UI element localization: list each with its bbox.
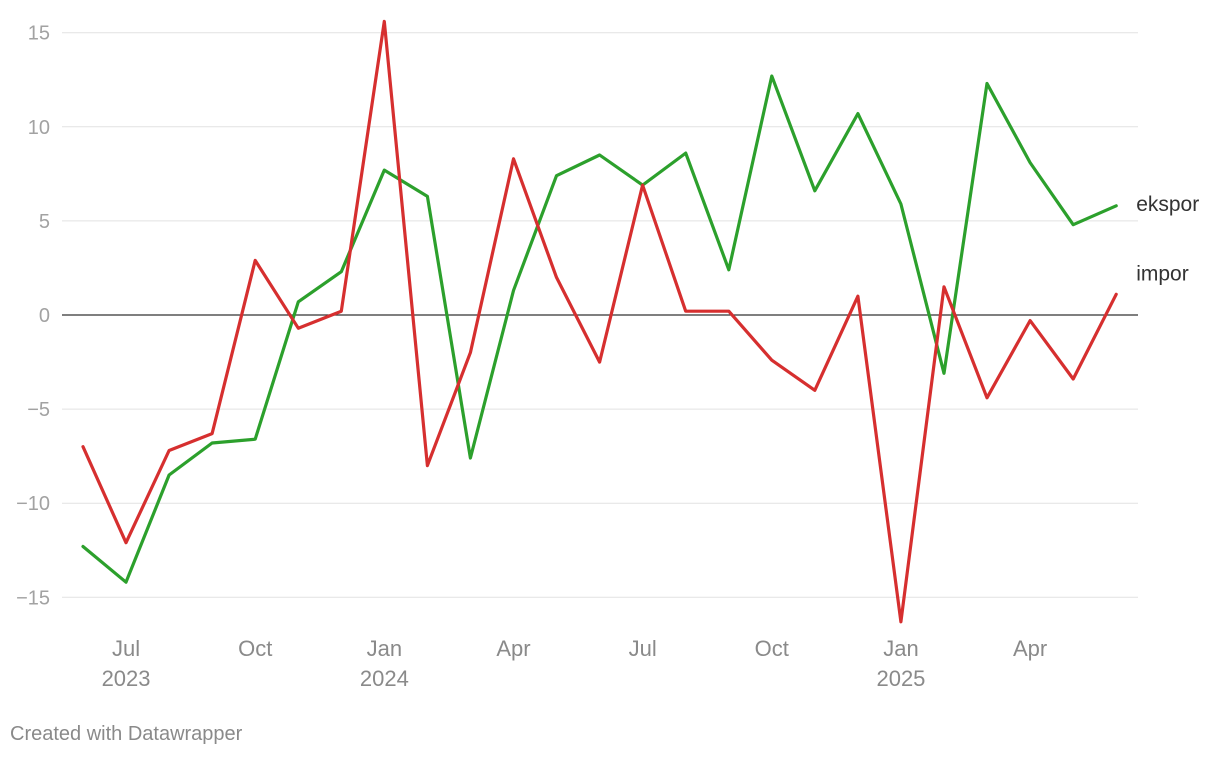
y-tick-label: 15 (28, 23, 50, 45)
y-tick-label: −5 (27, 399, 50, 421)
y-tick-label: 5 (39, 211, 50, 233)
line-chart: 15 10 5 0 −5 −10 −15 Jul 2023 Oct Jan 2024 Apr Jul Oc… (16, 19, 1199, 691)
x-tick-label: Jul (629, 636, 657, 661)
x-tick-label: Oct (238, 636, 272, 661)
x-tick-label: Jan (883, 636, 918, 661)
y-tick-label: −15 (16, 587, 50, 609)
y-tick-label: 0 (39, 305, 50, 327)
footer-credit: Created with Datawrapper (10, 723, 243, 745)
x-tick-year-label: 2024 (360, 666, 409, 691)
x-tick-label: Oct (755, 636, 789, 661)
x-tick-label: Apr (1013, 636, 1047, 661)
y-tick-label: 10 (28, 117, 50, 139)
x-tick-label: Jan (367, 636, 402, 661)
series-line-ekspor (81, 74, 1118, 584)
x-axis: Jul 2023 Oct Jan 2024 Apr Jul Oct Jan 2025 Apr (102, 636, 1048, 691)
gridlines (62, 32, 1138, 598)
x-tick-year-label: 2025 (876, 666, 925, 691)
series-line-impor (81, 19, 1118, 624)
series-label-ekspor: ekspor (1136, 193, 1199, 216)
x-tick-year-label: 2023 (102, 666, 151, 691)
series-lines (81, 19, 1118, 624)
series-label-impor: impor (1136, 262, 1189, 285)
series-labels: ekspor impor (1136, 193, 1199, 285)
x-tick-label: Jul (112, 636, 140, 661)
x-tick-label: Apr (496, 636, 530, 661)
y-tick-label: −10 (16, 493, 50, 515)
y-axis: 15 10 5 0 −5 −10 −15 (16, 23, 50, 610)
